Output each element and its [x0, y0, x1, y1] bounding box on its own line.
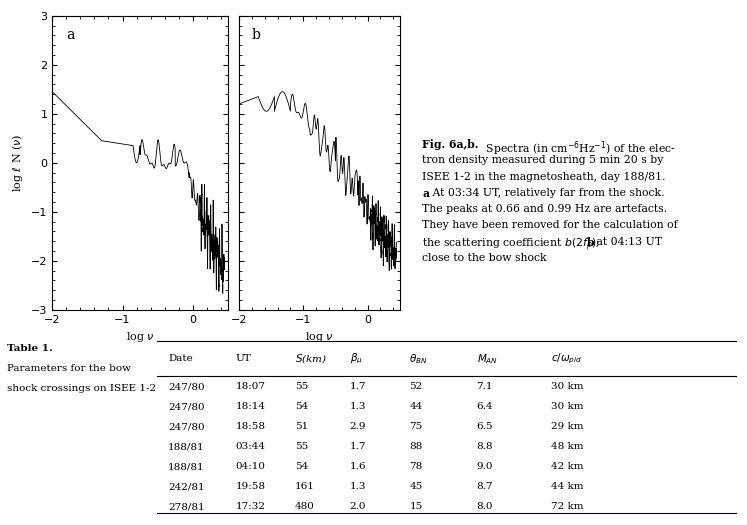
Text: 1.7: 1.7 — [350, 382, 366, 392]
Text: 88: 88 — [409, 442, 423, 452]
Text: 42 km: 42 km — [551, 462, 584, 471]
Text: $S$(km): $S$(km) — [295, 352, 327, 365]
Text: 51: 51 — [295, 422, 309, 432]
Text: 2.0: 2.0 — [350, 502, 366, 511]
Text: 48 km: 48 km — [551, 442, 584, 452]
Text: 19:58: 19:58 — [235, 482, 265, 491]
Text: 30 km: 30 km — [551, 382, 584, 392]
Text: UT: UT — [235, 354, 251, 363]
Text: 54: 54 — [295, 402, 309, 412]
Text: Date: Date — [168, 354, 193, 363]
Text: shock crossings on ISEE 1-2: shock crossings on ISEE 1-2 — [7, 384, 157, 393]
Text: 44 km: 44 km — [551, 482, 584, 491]
Text: close to the bow shock: close to the bow shock — [422, 253, 547, 263]
Text: a: a — [422, 188, 429, 199]
Text: ISEE 1-2 in the magnetosheath, day 188/81.: ISEE 1-2 in the magnetosheath, day 188/8… — [422, 172, 666, 182]
Text: $\theta_{BN}$: $\theta_{BN}$ — [409, 352, 428, 366]
Text: 7.1: 7.1 — [477, 382, 493, 392]
Text: 1.3: 1.3 — [350, 482, 366, 491]
Text: 278/81: 278/81 — [168, 502, 205, 511]
Text: 75: 75 — [409, 422, 423, 432]
Text: 8.8: 8.8 — [477, 442, 493, 452]
Text: 6.5: 6.5 — [477, 422, 493, 432]
Text: 18:14: 18:14 — [235, 402, 265, 412]
Text: 247/80: 247/80 — [168, 382, 205, 392]
Text: $\beta_{\mu}$: $\beta_{\mu}$ — [350, 352, 362, 366]
Text: 30 km: 30 km — [551, 402, 584, 412]
Text: 03:44: 03:44 — [235, 442, 265, 452]
Text: 247/80: 247/80 — [168, 402, 205, 412]
Text: 188/81: 188/81 — [168, 462, 205, 471]
Text: Table 1.: Table 1. — [7, 344, 53, 353]
Text: 1.6: 1.6 — [350, 462, 366, 471]
Text: 242/81: 242/81 — [168, 482, 205, 491]
Text: 480: 480 — [295, 502, 315, 511]
Text: 188/81: 188/81 — [168, 442, 205, 452]
Text: b: b — [252, 27, 261, 41]
Text: the scattering coefficient $b(2f_p)$;: the scattering coefficient $b(2f_p)$; — [422, 237, 601, 253]
Y-axis label: log $\ell$ N ($\nu$): log $\ell$ N ($\nu$) — [10, 133, 25, 192]
Text: 1.3: 1.3 — [350, 402, 366, 412]
Text: at 04:13 UT: at 04:13 UT — [592, 237, 662, 247]
Text: The peaks at 0.66 and 0.99 Hz are artefacts.: The peaks at 0.66 and 0.99 Hz are artefa… — [422, 204, 667, 214]
Text: 9.0: 9.0 — [477, 462, 493, 471]
Text: 247/80: 247/80 — [168, 422, 205, 432]
Text: 2.9: 2.9 — [350, 422, 366, 432]
Text: At 03:34 UT, relatively far from the shock.: At 03:34 UT, relatively far from the sho… — [429, 188, 665, 198]
Text: 44: 44 — [409, 402, 423, 412]
Text: $M_{AN}$: $M_{AN}$ — [477, 352, 498, 366]
Text: 55: 55 — [295, 442, 309, 452]
Text: 78: 78 — [409, 462, 423, 471]
Text: a: a — [66, 27, 75, 41]
Text: 8.0: 8.0 — [477, 502, 493, 511]
X-axis label: log $\nu$: log $\nu$ — [305, 330, 334, 344]
Text: 8.7: 8.7 — [477, 482, 493, 491]
Text: 6.4: 6.4 — [477, 402, 493, 412]
X-axis label: log $\nu$: log $\nu$ — [125, 330, 155, 344]
Text: Spectra (in cm$^{-6}$Hz$^{-1}$) of the elec-: Spectra (in cm$^{-6}$Hz$^{-1}$) of the e… — [479, 139, 675, 158]
Text: 18:58: 18:58 — [235, 422, 265, 432]
Text: 18:07: 18:07 — [235, 382, 265, 392]
Text: 72 km: 72 km — [551, 502, 584, 511]
Text: 55: 55 — [295, 382, 309, 392]
Text: 29 km: 29 km — [551, 422, 584, 432]
Text: 161: 161 — [295, 482, 315, 491]
Text: 1.7: 1.7 — [350, 442, 366, 452]
Text: Parameters for the bow: Parameters for the bow — [7, 364, 131, 373]
Text: 52: 52 — [409, 382, 423, 392]
Text: 45: 45 — [409, 482, 423, 491]
Text: tron density measured during 5 min 20 s by: tron density measured during 5 min 20 s … — [422, 155, 663, 165]
Text: 54: 54 — [295, 462, 309, 471]
Text: 04:10: 04:10 — [235, 462, 265, 471]
Text: b: b — [586, 237, 594, 248]
Text: Fig. 6a,b.: Fig. 6a,b. — [422, 139, 479, 150]
Text: 17:32: 17:32 — [235, 502, 265, 511]
Text: $c/\omega_{pid}$: $c/\omega_{pid}$ — [551, 352, 583, 366]
Text: 15: 15 — [409, 502, 423, 511]
Text: They have been removed for the calculation of: They have been removed for the calculati… — [422, 220, 678, 230]
